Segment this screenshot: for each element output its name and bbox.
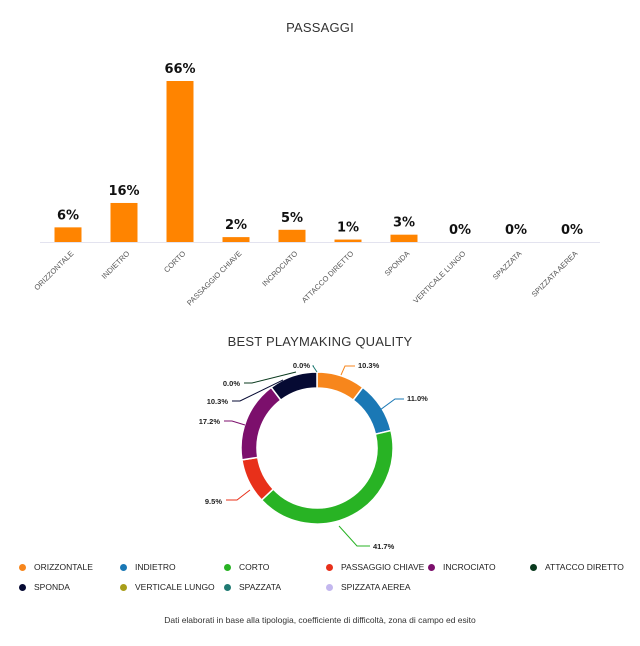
donut-leader-line bbox=[226, 489, 251, 501]
legend-label: VERTICALE LUNGO bbox=[135, 582, 215, 592]
legend-marker bbox=[428, 563, 435, 571]
donut-leader-line bbox=[338, 525, 370, 547]
bar-sponda bbox=[390, 234, 418, 242]
legend-marker bbox=[120, 563, 127, 571]
legend-item-spazzata[interactable]: SPAZZATA bbox=[224, 582, 281, 592]
legend-marker bbox=[326, 583, 333, 591]
donut-value-label: 0.0% bbox=[293, 361, 310, 370]
bar-corto bbox=[166, 81, 194, 242]
legend-marker bbox=[326, 563, 333, 571]
legend-label: ATTACCO DIRETTO bbox=[545, 562, 624, 572]
bar-value-label: 6% bbox=[57, 208, 79, 223]
donut-chart: 10.3% 11.0% 41.7% 9.5% 17.2% 0.0% 10.3% 0.0% bbox=[199, 361, 428, 551]
donut-value-label: 11.0% bbox=[407, 394, 428, 403]
legend-label: SPONDA bbox=[34, 582, 70, 592]
legend-marker bbox=[19, 563, 26, 571]
legend-item-attacco-diretto[interactable]: ATTACCO DIRETTO bbox=[530, 562, 624, 572]
donut-leader-line bbox=[244, 371, 297, 384]
donut-slice-passaggio-chiave bbox=[241, 456, 275, 502]
bar-passaggio-chiave bbox=[222, 237, 250, 242]
bar-attacco-diretto bbox=[334, 239, 362, 242]
legend-label: SPAZZATA bbox=[239, 582, 282, 592]
donut-value-label: 0.0% bbox=[223, 379, 240, 388]
legend-label: CORTO bbox=[239, 562, 270, 572]
donut-value-label: 10.3% bbox=[207, 397, 229, 406]
donut-value-label: 41.7% bbox=[373, 542, 395, 551]
legend-item-incrociato[interactable]: INCROCIATO bbox=[428, 562, 496, 572]
legend-label: INDIETRO bbox=[135, 562, 176, 572]
legend-marker bbox=[224, 583, 231, 591]
donut-leader-line bbox=[379, 398, 404, 411]
bar-indietro bbox=[110, 202, 138, 242]
donut-slice-sponda bbox=[270, 371, 318, 402]
bar-orizzontale bbox=[54, 227, 82, 242]
legend-marker bbox=[120, 583, 127, 591]
donut-slice-incrociato bbox=[240, 386, 282, 461]
bar-value-label: 3% bbox=[393, 216, 415, 231]
bar-incrociato bbox=[278, 229, 306, 242]
legend-item-corto[interactable]: CORTO bbox=[224, 562, 269, 572]
bar-value-label: 1% bbox=[337, 221, 359, 236]
bar-chart-title: PASSAGGI bbox=[286, 20, 354, 35]
legend-label: SPIZZATA AEREA bbox=[341, 582, 411, 592]
bar-chart: 6%ORIZZONTALE16%INDIETRO66%CORTO2%PASSAG… bbox=[32, 62, 600, 307]
donut-value-label: 17.2% bbox=[199, 417, 221, 426]
legend-item-spizzata-aerea[interactable]: SPIZZATA AEREA bbox=[326, 582, 411, 592]
donut-slice-indietro bbox=[352, 386, 392, 436]
legend-marker bbox=[224, 563, 231, 571]
bar-value-label: 16% bbox=[108, 184, 139, 199]
footnote: Dati elaborati in base alla tipologia, c… bbox=[164, 615, 476, 625]
donut-leader-line bbox=[232, 379, 284, 402]
bar-value-label: 2% bbox=[225, 218, 247, 233]
legend-item-sponda[interactable]: SPONDA bbox=[19, 582, 70, 592]
legend-item-orizzontale[interactable]: ORIZZONTALE bbox=[19, 562, 93, 572]
legend-item-indietro[interactable]: INDIETRO bbox=[120, 562, 176, 572]
legend-marker bbox=[530, 563, 537, 571]
legend-item-passaggio-chiave[interactable]: PASSAGGIO CHIAVE bbox=[326, 562, 424, 572]
donut-value-label: 10.3% bbox=[358, 361, 380, 370]
donut-value-label: 9.5% bbox=[205, 497, 222, 506]
bar-value-label: 0% bbox=[449, 223, 471, 238]
donut-leader-line bbox=[312, 365, 318, 373]
bar-value-label: 5% bbox=[281, 211, 303, 226]
donut-chart-title: BEST PLAYMAKING QUALITY bbox=[227, 334, 413, 349]
bar-value-label: 0% bbox=[505, 223, 527, 238]
legend-item-verticale-lungo[interactable]: VERTICALE LUNGO bbox=[120, 582, 215, 592]
legend-label: PASSAGGIO CHIAVE bbox=[341, 562, 425, 572]
legend-marker bbox=[19, 583, 26, 591]
legend-label: INCROCIATO bbox=[443, 562, 496, 572]
donut-slice-corto bbox=[260, 429, 394, 525]
bar-value-label: 66% bbox=[164, 62, 195, 77]
legend-label: ORIZZONTALE bbox=[34, 562, 93, 572]
donut-leader-line bbox=[224, 420, 246, 426]
bar-value-label: 0% bbox=[561, 223, 583, 238]
donut-leader-line bbox=[340, 365, 355, 376]
